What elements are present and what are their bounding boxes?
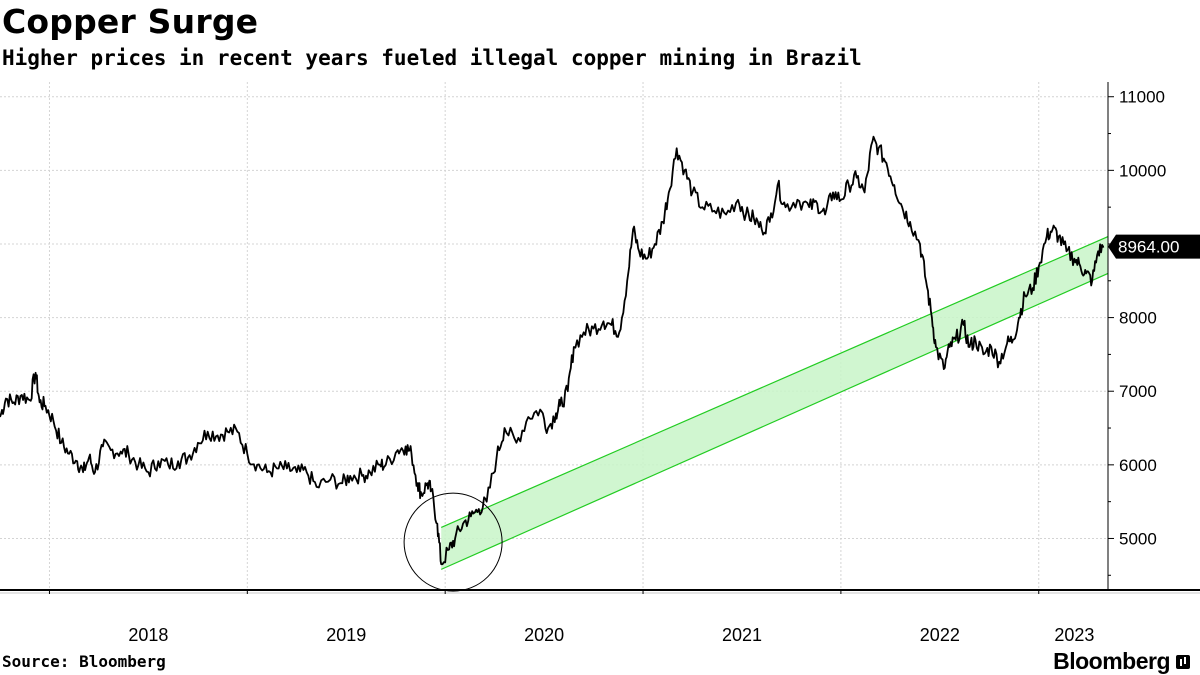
y-tick-label-11000: 11000 — [1119, 88, 1165, 107]
x-tick-label-2021: 2021 — [722, 625, 762, 645]
chart-subtitle: Higher prices in recent years fueled ill… — [2, 46, 862, 70]
source-note: Source: Bloomberg — [2, 652, 166, 671]
chart-title: Copper Surge — [2, 2, 259, 41]
x-tick-label-2022: 2022 — [920, 625, 960, 645]
x-tick-label-2023: 2023 — [1054, 625, 1094, 645]
brand-name: Bloomberg — [1053, 648, 1170, 674]
channel-lower-line — [440, 272, 1109, 570]
y-tick-label-8000: 8000 — [1119, 309, 1157, 328]
price-series — [0, 135, 1105, 566]
channel-fill — [441, 236, 1108, 570]
x-tick-label-2020: 2020 — [524, 625, 564, 645]
axes — [0, 82, 1200, 594]
series-line — [0, 135, 1105, 566]
channel-upper-line — [440, 236, 1109, 528]
brand-logo: Bloomberg — [1053, 648, 1190, 675]
last-value-label: 8964.00 — [1108, 234, 1200, 259]
y-tick-label-6000: 6000 — [1119, 456, 1157, 475]
x-tick-label-2018: 2018 — [128, 625, 168, 645]
annotation-circle-shape — [403, 492, 503, 592]
y-axis-ticks: 500060007000800090001000011000 — [1108, 88, 1166, 576]
last-value-box — [1108, 234, 1200, 259]
last-value-text: 8964.00 — [1118, 238, 1179, 257]
bloomberg-icon — [1176, 654, 1190, 669]
annotation-circle — [403, 492, 503, 592]
x-axis-ticks: 2018 2019 2020 2021 2022 2023 — [48, 590, 1094, 645]
y-tick-label-7000: 7000 — [1119, 382, 1157, 401]
grid-lines — [0, 82, 1108, 590]
x-tick-label-2019: 2019 — [326, 625, 366, 645]
y-tick-label-5000: 5000 — [1119, 529, 1157, 548]
trend-channel — [440, 236, 1109, 570]
y-tick-label-10000: 10000 — [1119, 161, 1166, 180]
